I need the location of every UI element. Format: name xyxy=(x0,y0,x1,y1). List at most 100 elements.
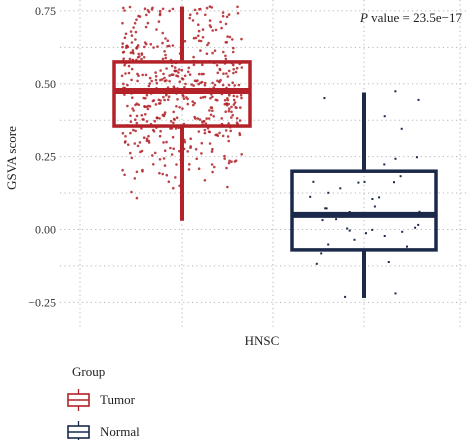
data-point-tumor xyxy=(193,115,196,119)
data-point-tumor xyxy=(169,146,172,150)
data-point-tumor xyxy=(172,117,176,121)
data-point-normal xyxy=(400,127,403,130)
data-point-tumor xyxy=(175,69,178,73)
data-point-tumor xyxy=(124,72,127,75)
data-point-tumor xyxy=(158,171,161,175)
data-point-tumor xyxy=(123,173,126,177)
data-point-tumor xyxy=(133,142,137,145)
box-normal xyxy=(290,169,438,252)
data-point-normal xyxy=(373,205,376,208)
data-point-tumor xyxy=(180,68,184,72)
data-point-tumor xyxy=(192,36,196,40)
data-point-tumor xyxy=(220,26,223,30)
data-point-tumor xyxy=(232,46,235,50)
data-point-tumor xyxy=(133,21,137,25)
data-point-tumor xyxy=(187,168,191,171)
data-point-tumor xyxy=(193,101,196,105)
data-point-tumor xyxy=(201,28,205,31)
data-point-tumor xyxy=(136,79,139,83)
data-point-tumor xyxy=(223,157,226,160)
data-point-tumor xyxy=(203,179,207,182)
data-point-tumor xyxy=(163,111,167,114)
data-point-tumor xyxy=(186,150,189,153)
data-point-tumor xyxy=(203,131,207,135)
data-point-tumor xyxy=(170,64,174,68)
data-point-tumor xyxy=(154,71,157,74)
data-point-tumor xyxy=(168,9,171,13)
data-point-tumor xyxy=(139,150,142,154)
data-point-tumor xyxy=(150,79,153,83)
data-point-tumor xyxy=(191,19,195,22)
data-point-tumor xyxy=(147,134,150,138)
data-point-tumor xyxy=(147,84,151,88)
data-point-tumor xyxy=(225,41,229,44)
data-point-tumor xyxy=(228,107,231,110)
data-point-normal xyxy=(323,97,326,100)
data-point-tumor xyxy=(211,95,214,99)
data-point-tumor xyxy=(227,161,231,165)
data-point-tumor xyxy=(213,165,216,169)
data-point-normal xyxy=(324,207,327,210)
data-point-tumor xyxy=(192,55,195,59)
data-point-tumor xyxy=(163,50,166,53)
data-point-tumor xyxy=(143,45,146,49)
data-point-tumor xyxy=(216,71,220,75)
data-point-tumor xyxy=(155,116,159,120)
data-point-tumor xyxy=(226,135,230,138)
data-point-tumor xyxy=(231,81,234,84)
data-point-tumor xyxy=(197,82,200,86)
data-point-tumor xyxy=(230,110,233,114)
data-point-tumor xyxy=(221,134,225,138)
p-value-text: value = 23.5e−17 xyxy=(368,10,463,25)
data-point-tumor xyxy=(207,41,210,45)
data-point-tumor xyxy=(213,83,217,87)
data-point-tumor xyxy=(173,66,177,69)
data-point-tumor xyxy=(154,78,158,82)
data-point-normal xyxy=(315,262,318,265)
data-point-tumor xyxy=(122,50,126,54)
data-point-tumor xyxy=(184,82,187,86)
data-point-tumor xyxy=(152,163,155,166)
data-point-tumor xyxy=(224,54,227,58)
data-point-tumor xyxy=(178,80,182,83)
grid-lines xyxy=(60,0,466,328)
data-point-tumor xyxy=(144,42,148,46)
data-point-tumor xyxy=(163,98,166,102)
data-point-tumor xyxy=(214,98,218,102)
y-tick-label: 0.50 xyxy=(35,77,56,91)
data-point-tumor xyxy=(224,129,228,132)
data-point-tumor xyxy=(135,121,139,125)
data-point-tumor xyxy=(204,122,208,125)
data-point-tumor xyxy=(151,154,154,157)
data-point-tumor xyxy=(137,14,140,18)
data-point-tumor xyxy=(166,39,170,42)
data-point-normal xyxy=(371,228,374,231)
data-point-tumor xyxy=(194,36,198,40)
data-point-tumor xyxy=(230,116,233,119)
data-point-normal xyxy=(387,261,390,263)
data-point-tumor xyxy=(210,150,214,153)
data-point-tumor xyxy=(195,157,198,161)
data-point-tumor xyxy=(211,81,214,85)
data-point-tumor xyxy=(166,98,170,101)
data-point-tumor xyxy=(235,66,239,70)
data-point-tumor xyxy=(129,151,132,155)
data-point-tumor xyxy=(212,115,215,118)
data-point-tumor xyxy=(122,57,125,60)
data-point-tumor xyxy=(227,109,231,113)
data-point-tumor xyxy=(157,20,161,23)
data-point-tumor xyxy=(176,98,179,101)
data-point-normal xyxy=(344,295,347,298)
data-point-tumor xyxy=(223,154,226,158)
data-point-tumor xyxy=(216,79,219,83)
data-point-tumor xyxy=(214,28,218,32)
data-point-tumor xyxy=(153,151,157,155)
p-value-annotation: P value = 23.5e−17 xyxy=(359,10,463,25)
data-point-tumor xyxy=(178,106,181,109)
data-point-tumor xyxy=(238,119,242,122)
data-point-tumor xyxy=(135,114,139,118)
data-point-tumor xyxy=(203,84,207,87)
data-point-tumor xyxy=(130,156,134,160)
data-point-tumor xyxy=(197,130,201,133)
data-point-tumor xyxy=(167,95,171,98)
